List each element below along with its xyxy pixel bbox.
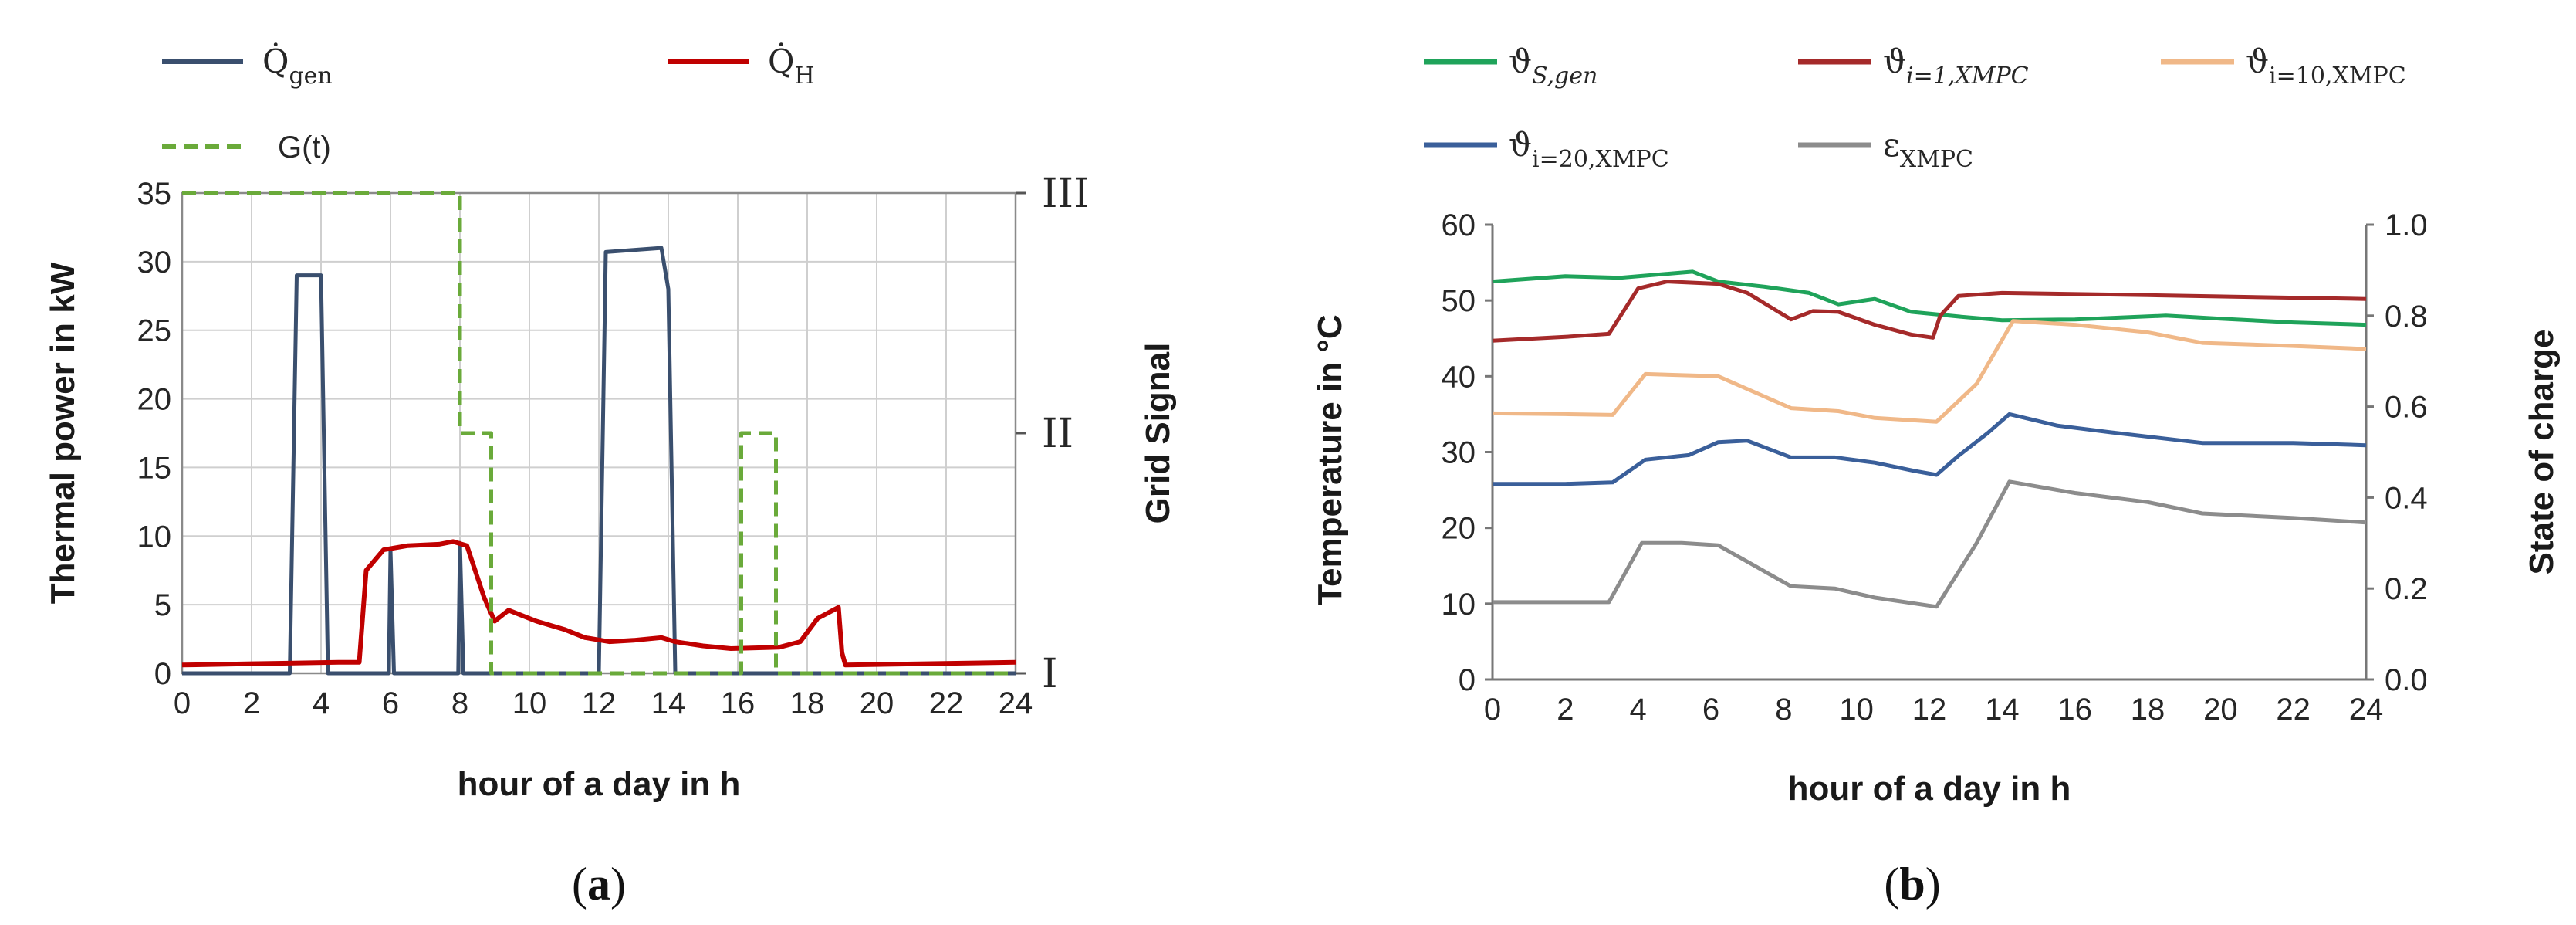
b-y2tick-label: 0.2 — [2385, 572, 2428, 606]
b-series-line-epsilon — [1493, 479, 2367, 609]
chart-b: 0 2 4 6 8 10 12 14 16 18 20 22 2401020304050600.00.2… — [1311, 42, 2561, 910]
b-legend-label: εXMPC — [1883, 126, 1973, 173]
a-ytick-label: 25 — [137, 314, 172, 348]
b-ytick-label: 40 — [1442, 360, 1476, 394]
b-xtick-label: 4 — [1630, 693, 1647, 727]
b-y2tick-label: 0.0 — [2385, 663, 2428, 697]
b-xtick-label: 24 — [2349, 693, 2384, 727]
a-ytick-label: 35 — [137, 177, 172, 211]
b-y2tick-label: 0.8 — [2385, 300, 2428, 334]
a-xtick-label: 6 — [382, 686, 399, 720]
b-series-line-theta-s-gen — [1492, 269, 2367, 327]
b-xtick-label: 10 — [1839, 693, 1874, 727]
a-caption: (a) — [572, 859, 626, 910]
a-y2axis-title: Grid Signal — [1139, 343, 1177, 524]
a-xtick-label: 0 — [174, 686, 191, 720]
a-series-line-q-h — [181, 539, 1016, 668]
a-xtick-label: 16 — [721, 686, 756, 720]
b-legend-label: ϑi=1,XMPC — [1883, 42, 2029, 90]
b-series-line-theta-i1 — [1492, 280, 2367, 343]
b-ytick-label: 0 — [1459, 663, 1476, 697]
b-xtick-label: 14 — [1985, 693, 2020, 727]
b-caption: (b) — [1884, 859, 1940, 910]
b-xtick-label: 6 — [1702, 693, 1719, 727]
b-y2tick-label: 0.6 — [2385, 391, 2428, 425]
b-xtick-label: 8 — [1775, 693, 1792, 727]
a-y2tick-label: III — [1042, 171, 1090, 217]
b-ytick-label: 20 — [1442, 512, 1476, 546]
a-y2tick-label: I — [1042, 651, 1058, 697]
a-series-line-g-t- — [182, 191, 1016, 676]
a-ytick-label: 10 — [137, 520, 172, 554]
b-ytick-label: 10 — [1442, 588, 1476, 622]
a-xtick-label: 2 — [243, 686, 260, 720]
a-xtick-label: 18 — [790, 686, 825, 720]
b-xtick-label: 22 — [2276, 693, 2311, 727]
b-ytick-label: 60 — [1442, 208, 1476, 242]
b-legend-label: ϑi=10,XMPC — [2246, 42, 2406, 90]
a-xtick-label: 8 — [451, 686, 468, 720]
b-ytick-label: 50 — [1442, 284, 1476, 318]
a-ytick-label: 5 — [154, 588, 171, 622]
a-ytick-label: 20 — [137, 383, 172, 417]
a-ytick-label: 30 — [137, 246, 172, 280]
a-legend-label: G(t) — [278, 130, 331, 164]
b-xtick-label: 12 — [1912, 693, 1947, 727]
chart-a: 0 2 4 6 8 10 12 14 16 18 20 22 2405101520253035IIIII… — [44, 42, 1177, 910]
b-xtick-label: 20 — [2203, 693, 2238, 727]
a-series-line-q-gen — [182, 246, 1016, 676]
a-ytick-label: 0 — [154, 657, 171, 691]
a-legend-label: Q̇H — [768, 42, 815, 90]
b-xtick-label: 0 — [1484, 693, 1501, 727]
b-y2tick-label: 0.4 — [2385, 481, 2428, 515]
a-y2tick-label: II — [1042, 411, 1073, 457]
a-xtick-label: 24 — [999, 686, 1033, 720]
b-series-line-theta-i20 — [1493, 412, 2367, 486]
b-series-line-theta-i10 — [1492, 319, 2367, 424]
a-xtick-label: 4 — [313, 686, 330, 720]
b-xaxis-title: hour of a day in h — [1788, 770, 2071, 808]
a-ytick-label: 15 — [137, 451, 172, 485]
a-xtick-label: 22 — [929, 686, 964, 720]
b-xtick-label: 2 — [1557, 693, 1574, 727]
b-y2tick-label: 1.0 — [2385, 208, 2428, 242]
b-xtick-label: 18 — [2131, 693, 2165, 727]
b-yaxis-title: Temperature in °C — [1311, 314, 1349, 605]
b-legend-label: ϑS,gen — [1509, 42, 1597, 90]
b-ytick-label: 30 — [1442, 436, 1476, 470]
b-y2axis-title: State of charge — [2523, 330, 2561, 575]
a-xtick-label: 14 — [651, 686, 686, 720]
a-xtick-label: 12 — [582, 686, 617, 720]
a-xaxis-title: hour of a day in h — [458, 765, 741, 803]
a-xtick-label: 20 — [860, 686, 894, 720]
b-xtick-label: 16 — [2057, 693, 2092, 727]
a-legend-label: Q̇gen — [262, 42, 333, 90]
a-xtick-label: 10 — [512, 686, 547, 720]
a-yaxis-title: Thermal power in kW — [44, 262, 82, 604]
b-legend-label: ϑi=20,XMPC — [1509, 126, 1669, 173]
